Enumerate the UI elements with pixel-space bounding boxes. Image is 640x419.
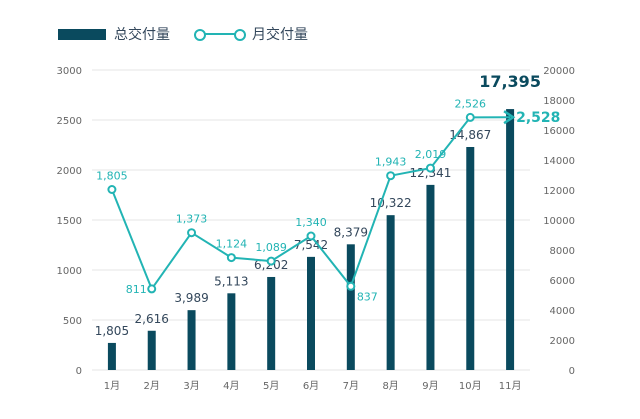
line-point-4 (226, 253, 236, 263)
bar-7 (346, 244, 355, 370)
bar-value-label: 17,395 (479, 72, 541, 91)
line-value-label: 811 (126, 283, 147, 296)
bar-value-label: 8,379 (334, 225, 368, 239)
bar-value-label: 1,805 (95, 324, 129, 338)
line-point-2 (147, 284, 157, 294)
y-right-tick-label: 6000 (550, 276, 575, 287)
line-point-7 (346, 281, 356, 291)
legend-label-total: 总交付量 (114, 27, 170, 43)
line-value-label: 1,340 (295, 216, 327, 229)
x-tick-label: 1月 (104, 380, 120, 392)
legend-line-swatch (194, 28, 246, 41)
y-right-tick-label: 12000 (543, 186, 575, 197)
bar-9 (426, 184, 435, 370)
bar-1 (107, 342, 116, 370)
line-value-label: 2,526 (455, 97, 487, 110)
y-right-tick-label: 14000 (543, 156, 575, 167)
line-value-label: 837 (357, 290, 378, 303)
bar-11 (506, 109, 515, 370)
x-tick-label: 5月 (263, 380, 279, 392)
line-point-1 (107, 185, 117, 194)
y-right-tick-label: 18000 (543, 96, 575, 107)
y-right-tick-label: 8000 (550, 246, 575, 257)
y-right-tick-label: 16000 (543, 126, 575, 137)
line-value-label: 1,124 (216, 238, 248, 251)
line-end-arrow (503, 110, 516, 125)
bar-8 (386, 215, 395, 370)
line-value-label: 1,943 (375, 156, 407, 169)
y-right-tick-label: 0 (569, 366, 575, 377)
y-right-tick-label: 20000 (543, 66, 575, 77)
y-right-tick-label: 2000 (550, 336, 575, 347)
x-tick-label: 10月 (459, 380, 482, 392)
line-point-8 (386, 171, 396, 181)
y-right-tick-label: 4000 (550, 306, 575, 317)
x-tick-label: 11月 (499, 380, 522, 392)
bar-value-label: 10,322 (370, 196, 412, 210)
bar-value-label: 3,989 (174, 291, 208, 305)
line-value-label: 1,089 (255, 241, 287, 254)
y-left-tick-label: 1500 (57, 216, 82, 227)
chart-legend: 总交付量 月交付量 (58, 24, 308, 44)
line-point-10 (465, 112, 475, 122)
bar-6 (307, 256, 315, 370)
bar-value-label: 5,113 (214, 274, 248, 288)
bar-2 (147, 330, 156, 370)
y-left-tick-label: 0 (76, 366, 82, 377)
bar-10 (466, 146, 475, 370)
bar-value-label: 2,616 (135, 312, 169, 326)
line-value-label: 2,019 (415, 148, 447, 161)
y-left-tick-label: 3000 (57, 66, 82, 77)
line-point-5 (266, 256, 276, 266)
x-tick-label: 6月 (303, 380, 319, 392)
x-tick-label: 9月 (422, 380, 438, 392)
legend-bar-swatch (58, 28, 106, 40)
line-value-label: 2,528 (516, 110, 560, 126)
x-tick-label: 4月 (223, 380, 239, 392)
bar-3 (187, 310, 196, 370)
line-point-6 (306, 231, 316, 241)
y-left-tick-label: 1000 (57, 266, 82, 277)
bar-4 (227, 293, 236, 370)
line-value-label: 1,373 (176, 213, 208, 226)
line-value-label: 1,805 (96, 170, 128, 183)
x-tick-label: 2月 (144, 380, 160, 392)
legend-label-monthly: 月交付量 (252, 27, 308, 43)
y-left-tick-label: 500 (63, 316, 82, 327)
x-tick-label: 8月 (382, 380, 398, 392)
y-left-tick-label: 2000 (57, 166, 82, 177)
y-right-tick-label: 10000 (543, 216, 575, 227)
bar-5 (267, 276, 276, 370)
y-left-tick-label: 2500 (57, 116, 82, 127)
x-tick-label: 7月 (343, 380, 359, 392)
line-point-9 (425, 163, 435, 173)
line-point-3 (187, 228, 197, 238)
x-tick-label: 3月 (183, 380, 199, 392)
